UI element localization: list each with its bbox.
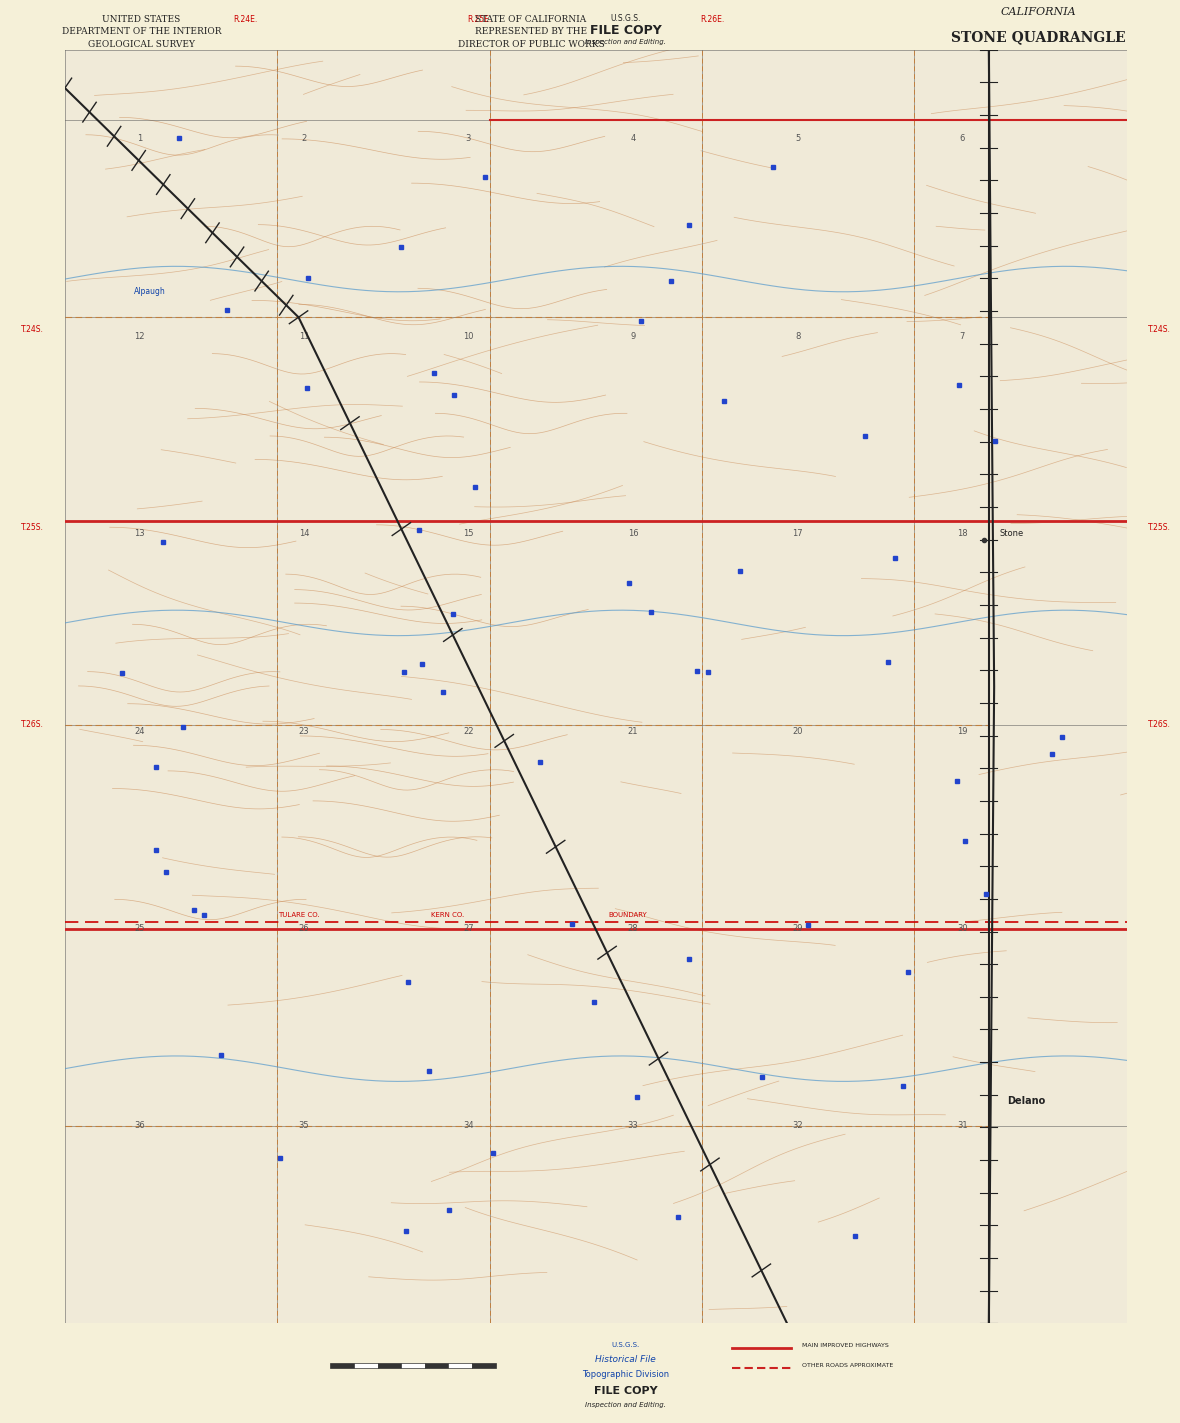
Text: Historical File: Historical File bbox=[595, 1355, 656, 1363]
Bar bbox=[378, 1363, 401, 1369]
Text: T.25S.: T.25S. bbox=[1148, 522, 1171, 532]
Text: 4: 4 bbox=[630, 134, 636, 144]
Text: 16: 16 bbox=[628, 529, 638, 538]
Text: KERN CO.: KERN CO. bbox=[431, 912, 464, 918]
Text: R.25E.: R.25E. bbox=[467, 16, 491, 24]
Text: 34: 34 bbox=[463, 1121, 474, 1130]
Text: BOUNDARY: BOUNDARY bbox=[609, 912, 647, 918]
Text: 8: 8 bbox=[795, 332, 800, 342]
Text: OTHER ROADS APPROXIMATE: OTHER ROADS APPROXIMATE bbox=[802, 1363, 893, 1369]
Text: 24: 24 bbox=[135, 727, 144, 736]
Text: TULARE CO.: TULARE CO. bbox=[277, 912, 320, 918]
Text: T.26S.: T.26S. bbox=[1148, 720, 1171, 730]
Text: DIRECTOR OF PUBLIC WORKS: DIRECTOR OF PUBLIC WORKS bbox=[458, 40, 604, 48]
Text: 32: 32 bbox=[792, 1121, 804, 1130]
Text: STATE OF CALIFORNIA: STATE OF CALIFORNIA bbox=[476, 14, 586, 24]
Text: Delano: Delano bbox=[1007, 1096, 1045, 1106]
Text: 13: 13 bbox=[133, 529, 145, 538]
Text: 28: 28 bbox=[628, 924, 638, 933]
Text: FILE COPY: FILE COPY bbox=[594, 1386, 657, 1396]
Text: R.26E.: R.26E. bbox=[701, 16, 725, 24]
Text: 15: 15 bbox=[464, 529, 473, 538]
Text: 11: 11 bbox=[299, 332, 309, 342]
Text: T.26S.: T.26S. bbox=[21, 720, 44, 730]
Text: 10: 10 bbox=[464, 332, 473, 342]
Text: Inspection and Editing.: Inspection and Editing. bbox=[585, 1402, 666, 1407]
Text: 29: 29 bbox=[793, 924, 802, 933]
Text: GEOLOGICAL SURVEY: GEOLOGICAL SURVEY bbox=[88, 40, 195, 48]
Text: 6: 6 bbox=[959, 134, 965, 144]
Text: U.S.G.S.: U.S.G.S. bbox=[611, 1342, 640, 1348]
Text: 7: 7 bbox=[959, 332, 965, 342]
Text: Inspection and Editing.: Inspection and Editing. bbox=[585, 40, 666, 46]
Text: Alpaugh: Alpaugh bbox=[135, 287, 165, 296]
Text: 2: 2 bbox=[301, 134, 307, 144]
Text: 9: 9 bbox=[630, 332, 636, 342]
Text: 23: 23 bbox=[299, 727, 309, 736]
Text: 18: 18 bbox=[957, 529, 968, 538]
Text: STONE QUADRANGLE: STONE QUADRANGLE bbox=[951, 30, 1126, 44]
Text: Stone: Stone bbox=[999, 529, 1024, 538]
Text: DEPARTMENT OF THE INTERIOR: DEPARTMENT OF THE INTERIOR bbox=[61, 27, 222, 37]
Text: CALIFORNIA: CALIFORNIA bbox=[1001, 7, 1076, 17]
Text: 17: 17 bbox=[792, 529, 804, 538]
Text: 26: 26 bbox=[299, 924, 309, 933]
Text: 33: 33 bbox=[628, 1121, 638, 1130]
Text: T.25S.: T.25S. bbox=[21, 522, 44, 532]
Text: FILE COPY: FILE COPY bbox=[590, 24, 661, 37]
Text: T.24S.: T.24S. bbox=[21, 326, 44, 334]
Text: 35: 35 bbox=[299, 1121, 309, 1130]
Text: 27: 27 bbox=[463, 924, 474, 933]
Text: U.S.G.S.: U.S.G.S. bbox=[610, 14, 641, 23]
Text: REPRESENTED BY THE: REPRESENTED BY THE bbox=[474, 27, 588, 37]
Text: MAIN IMPROVED HIGHWAYS: MAIN IMPROVED HIGHWAYS bbox=[802, 1343, 890, 1349]
Bar bbox=[354, 1363, 378, 1369]
Text: UNITED STATES: UNITED STATES bbox=[103, 14, 181, 24]
Bar bbox=[425, 1363, 448, 1369]
Text: 14: 14 bbox=[299, 529, 309, 538]
Text: T.24S.: T.24S. bbox=[1148, 326, 1171, 334]
Bar bbox=[401, 1363, 425, 1369]
Text: 19: 19 bbox=[957, 727, 968, 736]
Text: 21: 21 bbox=[628, 727, 638, 736]
Text: 12: 12 bbox=[135, 332, 144, 342]
Text: 25: 25 bbox=[135, 924, 144, 933]
Bar bbox=[472, 1363, 496, 1369]
Text: Topographic Division: Topographic Division bbox=[582, 1370, 669, 1379]
Text: 22: 22 bbox=[464, 727, 473, 736]
Bar bbox=[448, 1363, 472, 1369]
Text: 36: 36 bbox=[133, 1121, 145, 1130]
Text: 5: 5 bbox=[795, 134, 800, 144]
Text: 20: 20 bbox=[793, 727, 802, 736]
Bar bbox=[330, 1363, 354, 1369]
Text: 30: 30 bbox=[957, 924, 968, 933]
Text: R.24E.: R.24E. bbox=[234, 16, 257, 24]
Text: 1: 1 bbox=[137, 134, 142, 144]
Text: 31: 31 bbox=[957, 1121, 968, 1130]
Text: 3: 3 bbox=[466, 134, 471, 144]
